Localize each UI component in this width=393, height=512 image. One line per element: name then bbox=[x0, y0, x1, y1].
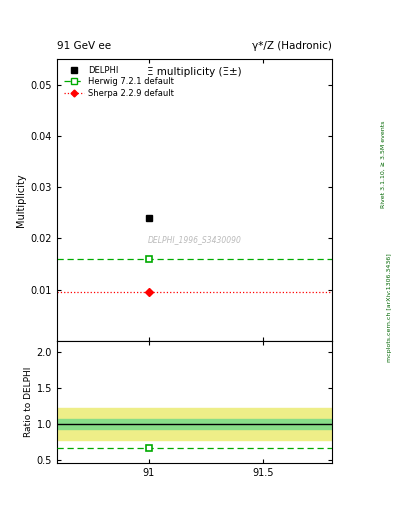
Bar bbox=[57, 408, 332, 440]
Y-axis label: Multiplicity: Multiplicity bbox=[17, 173, 26, 227]
Bar bbox=[57, 419, 332, 429]
Text: γ*/Z (Hadronic): γ*/Z (Hadronic) bbox=[252, 41, 332, 51]
Text: mcplots.cern.ch [arXiv:1306.3436]: mcplots.cern.ch [arXiv:1306.3436] bbox=[387, 253, 392, 361]
Text: Ξ multiplicity (Ξ±): Ξ multiplicity (Ξ±) bbox=[147, 68, 242, 77]
Text: 91 GeV ee: 91 GeV ee bbox=[57, 41, 111, 51]
Legend: DELPHI, Herwig 7.2.1 default, Sherpa 2.2.9 default: DELPHI, Herwig 7.2.1 default, Sherpa 2.2… bbox=[61, 63, 176, 100]
Text: Rivet 3.1.10, ≥ 3.5M events: Rivet 3.1.10, ≥ 3.5M events bbox=[381, 120, 386, 207]
Text: DELPHI_1996_S3430090: DELPHI_1996_S3430090 bbox=[148, 235, 241, 244]
Y-axis label: Ratio to DELPHI: Ratio to DELPHI bbox=[24, 367, 33, 437]
